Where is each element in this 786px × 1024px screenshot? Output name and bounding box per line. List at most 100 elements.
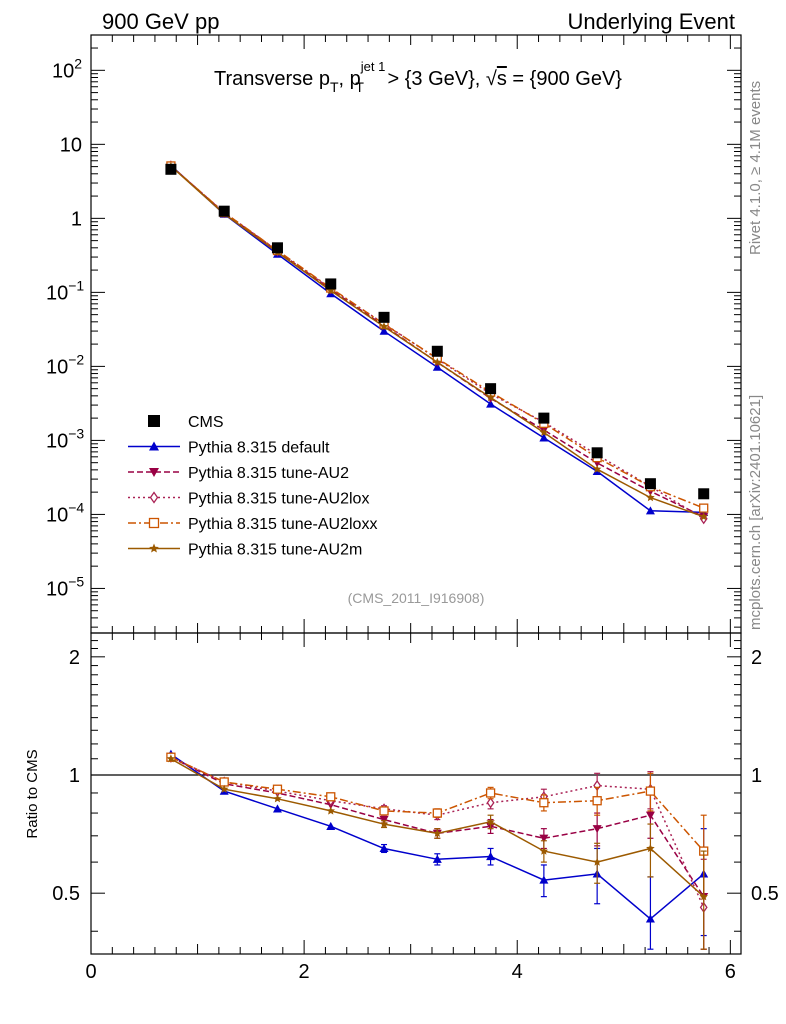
data-point (325, 278, 337, 290)
ratio-y-tick-label-right: 0.5 (751, 883, 779, 905)
x-tick-label: 0 (85, 961, 96, 983)
title-part-b: , p (339, 68, 361, 90)
series-4-ratio-point (486, 817, 495, 826)
series-3-ratio-point (539, 798, 549, 808)
series-0-ratio-point (539, 875, 549, 884)
data-point (378, 311, 390, 323)
ratio-y-axis-label: Ratio to CMS (24, 749, 41, 838)
title-part-a: Transverse p (214, 68, 330, 90)
legend-label: Pythia 8.315 default (188, 440, 330, 457)
series-1-main-line (170, 165, 705, 518)
series-3-ratio-point (485, 788, 496, 798)
series-0-main-point (645, 506, 655, 515)
series-1-ratio-line (170, 756, 705, 898)
series-3-ratio-point (592, 796, 602, 806)
series-4-ratio-point (646, 844, 655, 853)
ratio-series-group (166, 749, 709, 950)
series-4-ratio-line (170, 758, 705, 898)
series-1-ratio-point (539, 834, 549, 843)
y-tick-label: 102 (52, 55, 82, 82)
series-4-ratio-point (539, 846, 549, 855)
series-2-ratio-line (170, 756, 705, 908)
series-1-ratio-point (592, 825, 602, 834)
y-tick-label: 10−1 (46, 277, 84, 304)
ratio-y-tick-label: 2 (69, 647, 80, 669)
ratio-y-tick-label: 0.5 (52, 883, 80, 905)
ratio-y-tick-label-right: 2 (751, 647, 762, 669)
series-0-main-line (170, 164, 704, 514)
y-tick-label: 10−2 (46, 351, 84, 378)
series-3-ratio-point (326, 792, 336, 802)
data-point (271, 242, 283, 254)
series-0-main-point (379, 326, 389, 335)
series-4-ratio-point (433, 828, 442, 837)
series-1-ratio-point (645, 811, 655, 820)
title-s: s (497, 68, 507, 90)
series-4-main-point (379, 322, 389, 331)
legend-marker (148, 517, 160, 529)
series-4-ratio-point (273, 794, 282, 803)
series-0-ratio-point (432, 854, 442, 863)
data-point (538, 412, 550, 424)
series-4-ratio-point (166, 754, 176, 763)
legend-marker (149, 441, 159, 451)
legend-marker-data (148, 415, 160, 427)
series-4-main-point (326, 286, 335, 295)
series-4-main-point (699, 512, 708, 521)
data-point (698, 488, 710, 500)
series-0-ratio-point (326, 821, 336, 830)
x-tick-label: 2 (299, 961, 310, 983)
legend-label: CMS (188, 414, 224, 431)
series-4-main-point (592, 464, 602, 473)
series-3-ratio-point (272, 784, 283, 794)
series-0-ratio-point (486, 852, 496, 861)
y-tick-label: 10 (60, 134, 82, 156)
y-tick-label: 10−3 (46, 425, 84, 452)
data-point (431, 345, 443, 357)
series-3-ratio-point (379, 806, 389, 816)
series-3-ratio-point (645, 786, 656, 796)
ratio-y-tick-label: 1 (69, 765, 80, 787)
series-4-ratio-point (699, 892, 708, 901)
x-tick-label: 4 (512, 961, 523, 983)
ratio-panel: 0.5 0.5 1 1 2 2 Ratio to CMS (24, 632, 779, 955)
series-4-main-point (539, 428, 549, 437)
series-0-main-point (539, 433, 549, 442)
x-tick-labels: 0 2 4 6 (85, 961, 735, 983)
header-right-label: Underlying Event (567, 9, 735, 34)
data-point (165, 163, 177, 175)
series-4-main-point (433, 357, 442, 366)
legend-marker (149, 468, 159, 477)
header-left-label: 900 GeV pp (102, 9, 219, 34)
series-3-main-line (170, 165, 704, 509)
series-3-main-point (699, 503, 709, 513)
data-point (644, 478, 656, 490)
series-4-ratio-point (592, 857, 602, 866)
main-series-group (165, 160, 710, 525)
data-point (485, 383, 497, 395)
legend-label: Pythia 8.315 tune-AU2m (188, 542, 362, 559)
main-y-tick-labels: 102 10 1 10−1 10−2 10−3 10−4 10−5 (46, 55, 84, 600)
data-point (591, 447, 603, 459)
title-part-b-sub: T (355, 79, 364, 95)
legend-marker (149, 543, 159, 553)
ratio-frame (90, 632, 742, 955)
legend-label: Pythia 8.315 tune-AU2loxx (188, 516, 377, 533)
series-0-main-point (486, 399, 496, 408)
title-sqrt: √ (486, 68, 497, 90)
title-part-d: = {900 GeV} (507, 68, 622, 90)
main-axis-ticks (90, 34, 741, 633)
series-2-main-line (170, 165, 705, 520)
series-2-ratio-point (486, 797, 495, 809)
x-tick-label: 6 (725, 961, 736, 983)
series-0-ratio-point (645, 914, 655, 923)
series-4-ratio-point (379, 819, 389, 828)
data-point (218, 205, 230, 217)
series-0-ratio-point (272, 804, 282, 813)
legend-label: Pythia 8.315 tune-AU2 (188, 465, 349, 482)
rivet-version-label: Rivet 4.1.0, ≥ 4.1M events (747, 81, 764, 255)
title-part-a-sub: T (330, 79, 339, 95)
title-part-b-sup: jet 1 (360, 59, 386, 74)
